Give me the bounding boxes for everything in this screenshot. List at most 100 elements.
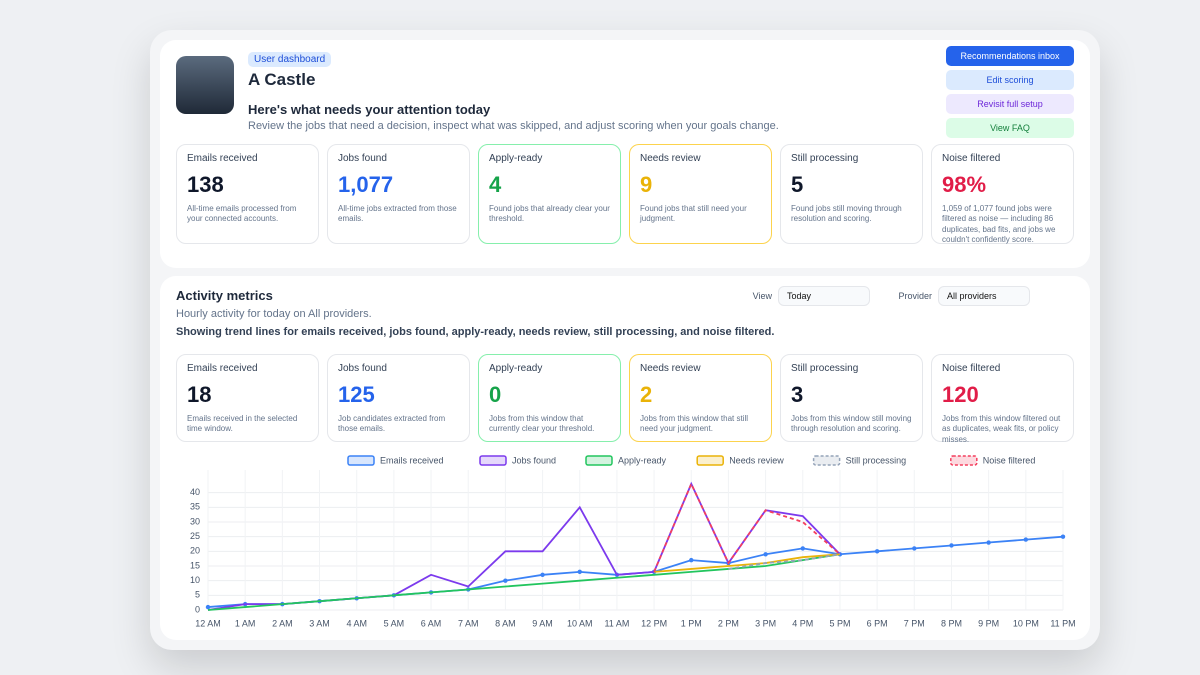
stat-card: Jobs found 125 Job candidates extracted fr… xyxy=(327,354,470,442)
attention-title: Here's what needs your attention today xyxy=(248,102,491,117)
point xyxy=(205,604,211,610)
stat-note: All-time jobs extracted from those email… xyxy=(338,204,457,224)
y-tick-label: 15 xyxy=(190,560,200,570)
user-name: A Castle xyxy=(248,70,316,89)
stat-card: Still processing 5 Found jobs still moving… xyxy=(780,144,923,244)
point xyxy=(912,546,917,551)
actions: Recommendations inbox Edit scoring Revis… xyxy=(946,46,1074,138)
stat-note: Jobs from this window filtered out as du… xyxy=(942,414,1061,444)
stat-card: Jobs found 1,077 All-time jobs extracted f… xyxy=(327,144,470,244)
stat-value: 4 xyxy=(489,172,502,197)
stat-card: Emails received 18 Emails received in the … xyxy=(176,354,319,442)
x-tick-label: 10 AM xyxy=(567,618,593,628)
point xyxy=(1060,534,1066,539)
stat-value: 125 xyxy=(338,382,375,407)
stat-value: 1,077 xyxy=(338,172,394,197)
attention-subtitle: Review the jobs that need a decision, in… xyxy=(248,120,779,132)
button[interactable]: Revisit full setup xyxy=(946,94,1074,114)
x-tick-label: 12 AM xyxy=(195,618,221,628)
series-line xyxy=(654,553,841,573)
x-tick-label: 11 PM xyxy=(1050,618,1075,628)
button[interactable]: Edit scoring xyxy=(946,70,1074,90)
point xyxy=(763,552,768,557)
x-tick-label: 7 AM xyxy=(458,618,479,628)
stat-value: 9 xyxy=(640,172,653,197)
stat-note: Found jobs that still need your judgment… xyxy=(640,204,747,224)
series-line xyxy=(728,553,841,570)
activity-section: Activity metrics Hourly activity for tod… xyxy=(160,276,1090,640)
stat-value: 120 xyxy=(942,382,979,407)
stat-note: Found jobs that already clear your thres… xyxy=(489,204,610,224)
avatar xyxy=(176,56,234,114)
point xyxy=(800,546,805,551)
provider-control: Provider All providers xyxy=(898,286,1030,306)
stat-card: Apply-ready 4 Found jobs that already clea… xyxy=(478,144,621,244)
y-tick-label: 35 xyxy=(190,502,200,512)
stat-card: Still processing 3 Jobs from this window s… xyxy=(780,354,923,442)
dashboard: User dashboard A Castle Here's what need… xyxy=(150,30,1100,650)
dropdown[interactable]: Today xyxy=(778,286,870,306)
stat-note: Jobs from this window that currently cle… xyxy=(489,414,595,434)
point xyxy=(577,569,582,575)
summary-cards: Emails received 138 All-time emails proces… xyxy=(176,144,1074,244)
button[interactable]: View FAQ xyxy=(946,118,1074,138)
x-tick-label: 2 PM xyxy=(718,618,739,628)
series-line xyxy=(653,481,841,573)
stat-note: Found jobs still moving through resoluti… xyxy=(791,204,902,224)
legend-label: Emails received xyxy=(380,455,444,465)
stat-label: Emails received xyxy=(187,153,258,164)
stat-label: Jobs found xyxy=(338,363,387,374)
point xyxy=(949,543,954,548)
y-tick-label: 10 xyxy=(190,575,200,585)
button[interactable]: Recommendations inbox xyxy=(946,46,1074,66)
view-control: View Today xyxy=(753,286,870,306)
label: Provider xyxy=(898,291,932,301)
stat-note: Jobs from this window still moving throu… xyxy=(791,414,912,434)
series-line xyxy=(207,481,841,611)
x-tick-label: 6 PM xyxy=(867,618,888,628)
y-tick-label: 5 xyxy=(195,590,200,600)
stat-note: Jobs from this window that still need yo… xyxy=(640,414,749,434)
x-tick-label: 1 AM xyxy=(235,618,256,628)
y-tick-label: 30 xyxy=(190,516,200,526)
stat-value: 98% xyxy=(942,172,987,197)
attention-section: User dashboard A Castle Here's what need… xyxy=(160,40,1090,268)
stat-value: 2 xyxy=(640,382,653,407)
legend-label: Still processing xyxy=(846,455,907,465)
x-tick-label: 3 PM xyxy=(755,618,776,628)
badge: User dashboard xyxy=(248,52,332,67)
x-tick-label: 8 PM xyxy=(941,618,962,628)
window-cards: Emails received 18 Emails received in the … xyxy=(176,354,1074,444)
stat-note: Job candidates extracted from those emai… xyxy=(338,414,446,434)
stat-label: Noise filtered xyxy=(942,363,1001,374)
x-tick-label: 12 PM xyxy=(641,618,667,628)
stat-label: Jobs found xyxy=(338,153,387,164)
point xyxy=(503,578,508,583)
x-tick-label: 4 PM xyxy=(792,618,813,628)
stat-label: Still processing xyxy=(791,153,859,164)
point xyxy=(874,549,880,554)
x-tick-label: 2 AM xyxy=(272,618,293,628)
x-tick-label: 10 PM xyxy=(1013,618,1039,628)
chart: 0 5 10 15 20 25 30 35 40 12 AM 1 AM 2 AM 3 AM 4 AM 5 A… xyxy=(190,455,1076,628)
series-line xyxy=(207,553,841,611)
y-tick-label: 25 xyxy=(190,531,200,541)
stat-label: Needs review xyxy=(640,363,701,374)
legend-label: Jobs found xyxy=(512,455,556,465)
x-tick-label: 9 PM xyxy=(978,618,999,628)
x-tick-label: 6 AM xyxy=(421,618,442,628)
activity-title: Activity metrics xyxy=(176,288,273,303)
x-tick-label: 3 AM xyxy=(309,618,330,628)
legend-swatch xyxy=(696,455,724,466)
legend-swatch xyxy=(585,455,613,466)
stat-label: Needs review xyxy=(640,153,701,164)
legend-swatch xyxy=(479,455,507,466)
stat-label: Apply-ready xyxy=(489,363,543,374)
legend-label: Noise filtered xyxy=(983,455,1036,465)
stat-label: Apply-ready xyxy=(489,153,543,164)
x-tick-label: 1 PM xyxy=(681,618,702,628)
x-tick-label: 5 AM xyxy=(384,618,405,628)
dropdown[interactable]: All providers xyxy=(938,286,1030,306)
point xyxy=(1023,537,1029,542)
